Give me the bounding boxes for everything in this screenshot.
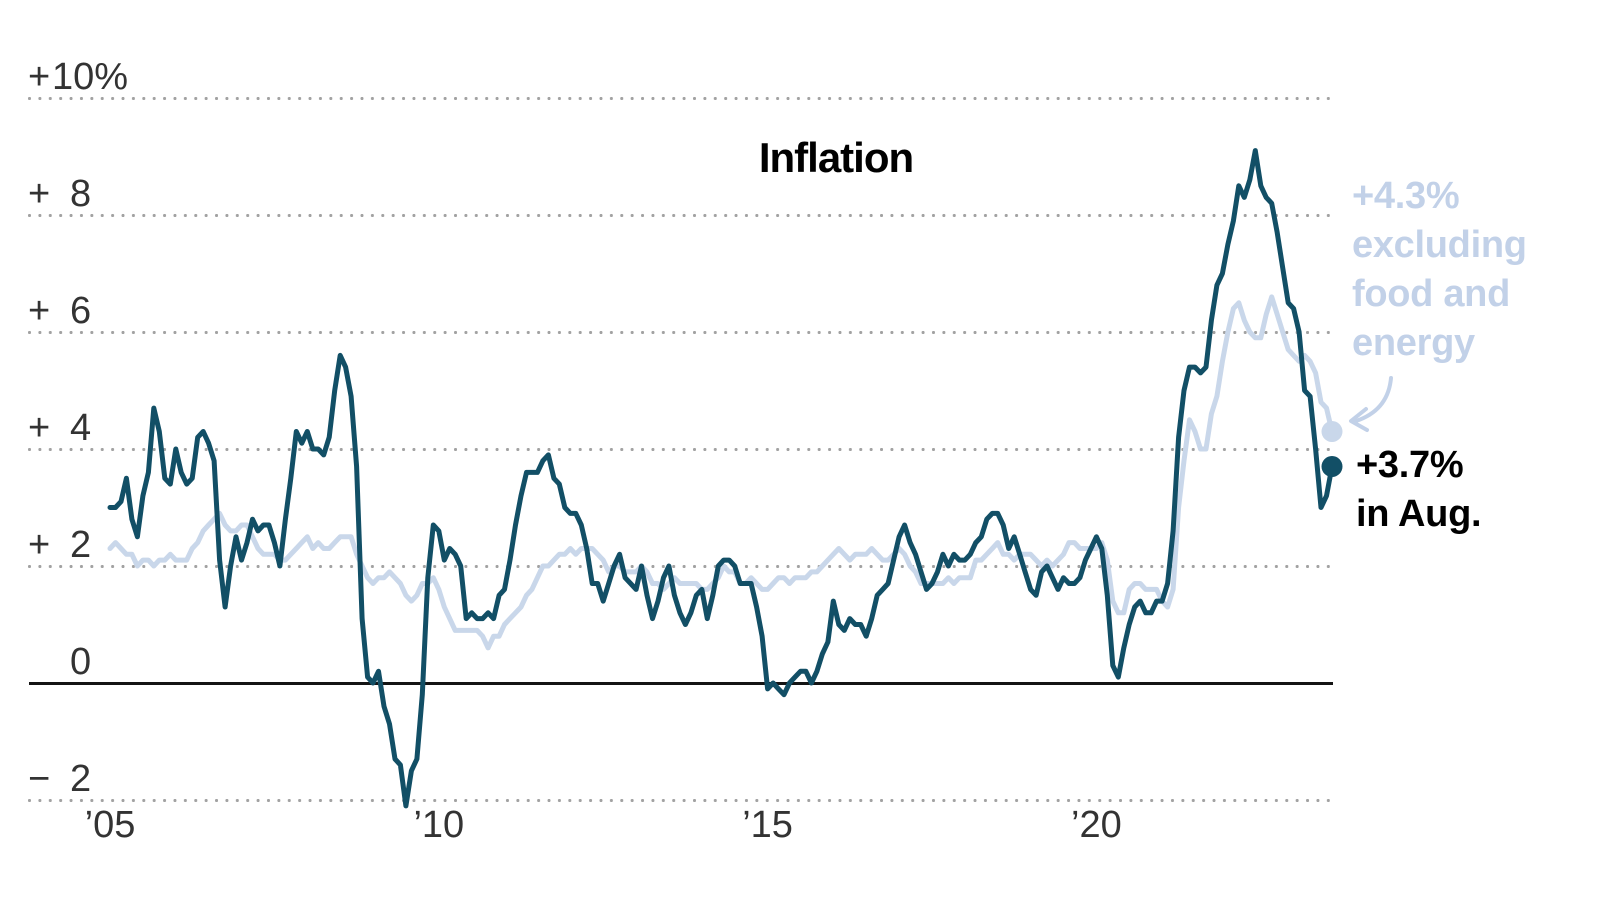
annotation-arrow — [1354, 376, 1393, 423]
core-annotation: +4.3% excluding food and energy — [1352, 175, 1527, 364]
end-dot-headline — [1321, 456, 1343, 477]
y-axis-label-0: 0 — [70, 641, 92, 683]
x-axis-label-2005: ’05 — [84, 804, 136, 846]
y-axis-label-4: +4 — [28, 407, 92, 449]
headline-annotation: +3.7% in Aug. — [1356, 444, 1482, 535]
gridline-y10 — [28, 96, 1335, 100]
y-axis-label--2: −2 — [28, 758, 92, 800]
chart-title: Inflation — [758, 134, 914, 181]
x-axis-label-2015: ’15 — [742, 804, 793, 846]
gridline-y6 — [28, 330, 1335, 334]
y-axis-label-8: +8 — [28, 173, 92, 215]
gridline-y2 — [28, 564, 1335, 568]
end-dot-core — [1321, 421, 1343, 442]
series-line-headline — [107, 148, 1335, 809]
zero-baseline — [29, 681, 1333, 685]
gridline-y8 — [28, 213, 1335, 217]
annotation-arrowhead — [1349, 407, 1369, 432]
y-axis-label-6: +6 — [28, 290, 92, 332]
series-line-core — [107, 294, 1335, 651]
gridline-y-2 — [28, 798, 1335, 802]
y-axis-label-2: +2 — [28, 524, 92, 566]
y-axis-label-10: +10% — [28, 56, 129, 98]
x-axis-label-2020: ’20 — [1071, 804, 1122, 846]
x-axis-label-2010: ’10 — [413, 804, 465, 846]
gridline-y4 — [28, 447, 1335, 451]
